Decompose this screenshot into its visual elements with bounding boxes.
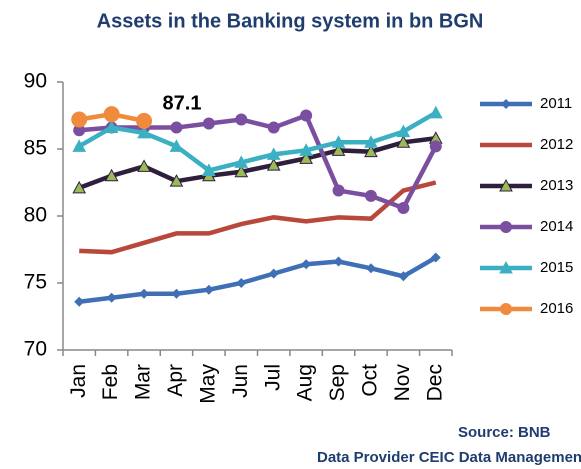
x-tick-label: Jul bbox=[261, 364, 284, 391]
point bbox=[72, 139, 87, 152]
point bbox=[72, 180, 87, 194]
x-tick-label: Feb bbox=[99, 364, 122, 400]
point bbox=[139, 288, 150, 299]
point bbox=[137, 125, 151, 139]
point bbox=[397, 201, 410, 214]
point bbox=[106, 292, 117, 303]
point bbox=[170, 121, 183, 134]
point bbox=[300, 109, 313, 122]
point bbox=[299, 143, 313, 156]
series-line bbox=[78, 136, 437, 190]
point bbox=[301, 259, 312, 270]
legend-marker bbox=[499, 178, 513, 192]
point bbox=[169, 174, 184, 187]
legend-marker bbox=[499, 260, 513, 274]
point bbox=[364, 189, 377, 202]
y-tick-label: 75 bbox=[24, 271, 47, 294]
legend-marker bbox=[500, 221, 512, 233]
x-tick-label: Oct bbox=[359, 364, 382, 397]
point bbox=[203, 284, 214, 295]
point bbox=[333, 256, 344, 267]
legend-label: 2014 bbox=[540, 218, 573, 235]
point bbox=[169, 139, 184, 152]
x-tick-label: Jun bbox=[229, 364, 252, 398]
point bbox=[137, 159, 151, 172]
point bbox=[171, 288, 182, 299]
x-tick-label: Mar bbox=[132, 364, 155, 400]
point bbox=[73, 124, 86, 137]
point bbox=[104, 120, 119, 134]
point bbox=[202, 117, 215, 130]
point bbox=[430, 252, 441, 263]
legend-label: 2013 bbox=[540, 177, 573, 194]
point bbox=[365, 263, 376, 274]
point bbox=[398, 271, 409, 282]
point bbox=[103, 106, 120, 123]
legend-label: 2011 bbox=[540, 95, 572, 112]
point bbox=[136, 112, 153, 129]
point bbox=[332, 184, 345, 197]
y-tick-label: 70 bbox=[24, 338, 47, 361]
point bbox=[396, 135, 411, 148]
x-tick-label: Dec bbox=[423, 364, 446, 401]
legend-label: 2012 bbox=[540, 136, 573, 153]
point bbox=[331, 143, 346, 156]
series-line bbox=[79, 180, 437, 255]
point bbox=[266, 147, 281, 160]
series-line bbox=[78, 255, 437, 304]
point bbox=[364, 135, 378, 148]
point bbox=[235, 113, 248, 126]
series-line bbox=[78, 110, 437, 173]
point bbox=[299, 151, 313, 164]
y-tick-label: 90 bbox=[24, 70, 47, 93]
x-tick-label: Sep bbox=[326, 364, 349, 401]
point bbox=[268, 268, 279, 279]
point bbox=[74, 296, 85, 307]
legend-label: 2015 bbox=[540, 259, 573, 276]
y-tick-label: 85 bbox=[24, 137, 47, 160]
point bbox=[364, 144, 378, 158]
point bbox=[234, 155, 249, 168]
legend-marker bbox=[501, 99, 511, 109]
point bbox=[429, 140, 442, 153]
legend-label: 2016 bbox=[540, 300, 573, 317]
provider: Data Provider CEIC Data Management bbox=[317, 449, 581, 466]
chart-title: Assets in the Banking system in bn BGN bbox=[97, 10, 484, 32]
point bbox=[202, 163, 216, 176]
point bbox=[71, 111, 88, 128]
legend-marker bbox=[500, 303, 512, 315]
x-tick-label: Aug bbox=[294, 364, 317, 401]
x-tick-label: Nov bbox=[391, 364, 414, 402]
point bbox=[104, 168, 119, 182]
x-tick-label: Apr bbox=[164, 364, 187, 397]
point bbox=[266, 158, 281, 171]
source: Source: BNB bbox=[458, 424, 551, 441]
x-tick-label: May bbox=[196, 364, 219, 404]
point bbox=[236, 278, 247, 288]
y-tick-label: 80 bbox=[24, 204, 47, 227]
x-tick-label: Jan bbox=[67, 364, 90, 398]
point bbox=[234, 164, 249, 178]
point bbox=[267, 121, 280, 134]
annotation: 87.1 bbox=[163, 92, 202, 114]
point bbox=[428, 105, 443, 119]
point bbox=[331, 135, 346, 148]
point bbox=[396, 124, 411, 138]
